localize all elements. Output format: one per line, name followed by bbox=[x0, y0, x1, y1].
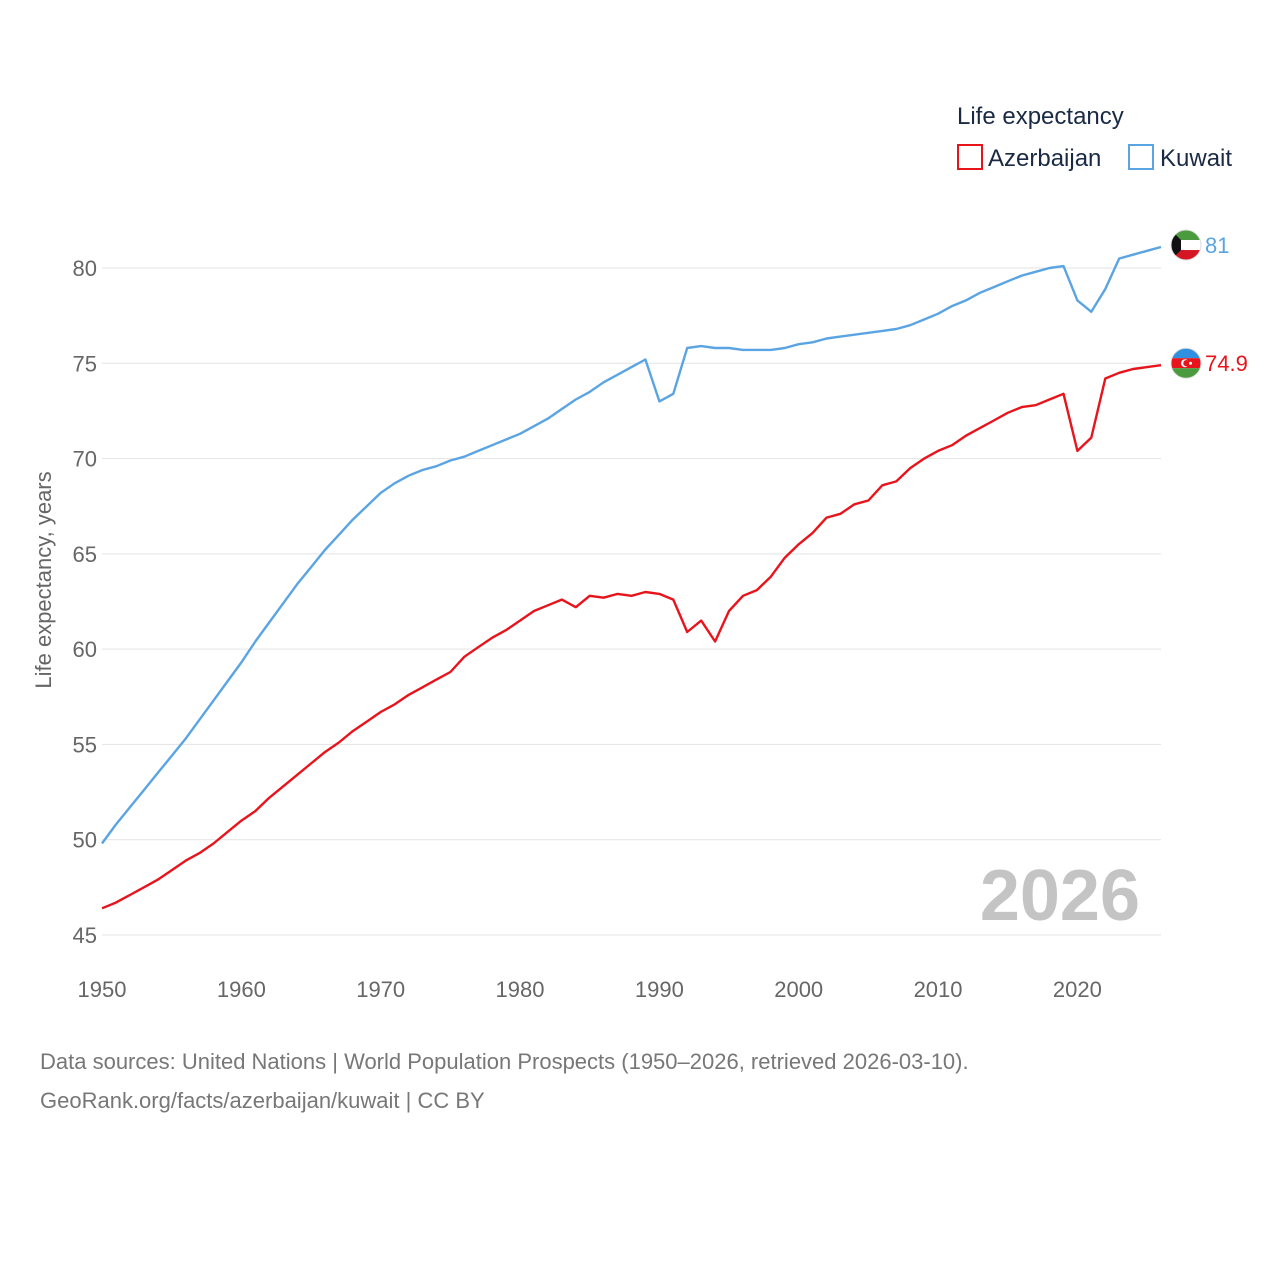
y-tick-label-45: 45 bbox=[73, 923, 97, 948]
x-tick-label-1960: 1960 bbox=[217, 977, 266, 1002]
life-expectancy-chart: 45 50 55 60 65 70 75 80 1950 1960 1970 1980 1990 200… bbox=[31, 103, 1248, 1002]
y-tick-label-55: 55 bbox=[73, 732, 97, 757]
x-tick-label-2010: 2010 bbox=[914, 977, 963, 1002]
x-tick-label-1990: 1990 bbox=[635, 977, 684, 1002]
y-tick-label-70: 70 bbox=[73, 447, 97, 472]
y-tick-label-80: 80 bbox=[73, 256, 97, 281]
y-axis-title: Life expectancy, years bbox=[31, 471, 56, 688]
azerbaijan-flag-icon bbox=[1170, 347, 1202, 379]
legend-label-kuwait: Kuwait bbox=[1160, 145, 1232, 172]
legend-item-kuwait[interactable]: Kuwait bbox=[1128, 144, 1232, 172]
end-value-label-azerbaijan: 74.9 bbox=[1205, 351, 1248, 376]
y-tick-label-60: 60 bbox=[73, 637, 97, 662]
legend-swatch-kuwait bbox=[1128, 144, 1154, 170]
y-axis-ticks: 45 50 55 60 65 70 75 80 bbox=[73, 256, 97, 948]
legend-swatch-azerbaijan bbox=[957, 144, 983, 170]
end-value-label-kuwait: 81 bbox=[1205, 233, 1229, 258]
year-watermark: 2026 bbox=[980, 856, 1140, 936]
end-markers: 74.9 81 bbox=[1170, 229, 1248, 379]
x-tick-label-2020: 2020 bbox=[1053, 977, 1102, 1002]
y-tick-label-75: 75 bbox=[73, 351, 97, 376]
gridlines bbox=[102, 267, 1161, 936]
x-tick-label-1980: 1980 bbox=[496, 977, 545, 1002]
x-tick-label-2000: 2000 bbox=[774, 977, 823, 1002]
x-tick-label-1970: 1970 bbox=[356, 977, 405, 1002]
legend-title: Life expectancy bbox=[957, 103, 1124, 130]
legend: Life expectancy Azerbaijan Kuwait bbox=[957, 103, 1232, 172]
y-tick-label-65: 65 bbox=[73, 542, 97, 567]
y-tick-label-50: 50 bbox=[73, 828, 97, 853]
kuwait-flag-icon bbox=[1170, 229, 1202, 261]
series-line-azerbaijan[interactable] bbox=[101, 364, 1162, 910]
x-axis-ticks: 1950 1960 1970 1980 1990 2000 2010 2020 bbox=[78, 977, 1102, 1002]
legend-item-azerbaijan[interactable]: Azerbaijan bbox=[957, 144, 1101, 172]
series-lines bbox=[101, 245, 1162, 910]
legend-label-azerbaijan: Azerbaijan bbox=[988, 145, 1101, 172]
series-line-kuwait[interactable] bbox=[101, 245, 1162, 845]
x-tick-label-1950: 1950 bbox=[78, 977, 127, 1002]
source-credit-link[interactable]: GeoRank.org/facts/azerbaijan/kuwait | CC… bbox=[40, 1088, 485, 1113]
data-sources-note: Data sources: United Nations | World Pop… bbox=[40, 1049, 969, 1074]
chart-footer: Data sources: United Nations | World Pop… bbox=[40, 1042, 969, 1120]
